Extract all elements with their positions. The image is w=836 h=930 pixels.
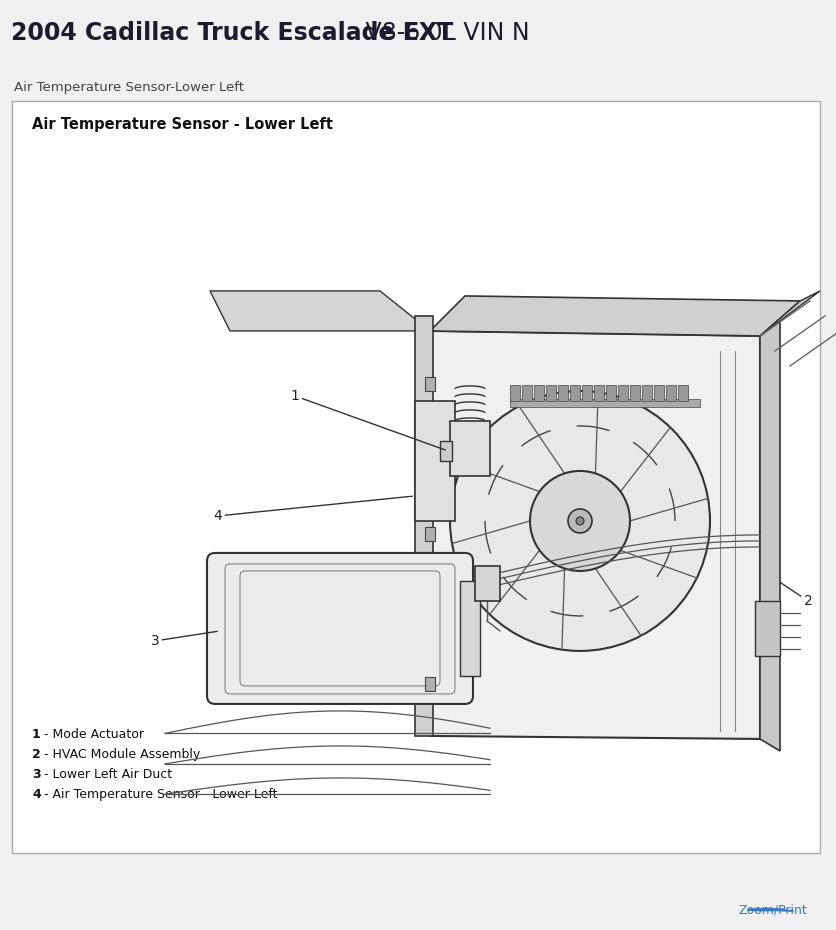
Text: V8-6.0L VIN N: V8-6.0L VIN N (358, 20, 529, 45)
Bar (617, 385, 627, 401)
Bar (653, 385, 663, 401)
Bar (533, 385, 543, 401)
Bar (569, 385, 579, 401)
Polygon shape (430, 296, 799, 336)
Text: Air Temperature Sensor - Lower Left: Air Temperature Sensor - Lower Left (32, 117, 333, 132)
Circle shape (529, 471, 630, 571)
Circle shape (450, 391, 709, 651)
Polygon shape (759, 321, 779, 751)
Text: 3: 3 (32, 768, 41, 781)
Text: Zoom/Print: Zoom/Print (738, 903, 807, 916)
Bar (450, 421, 489, 476)
Bar (509, 399, 699, 407)
Polygon shape (430, 331, 759, 739)
Circle shape (568, 509, 591, 533)
Bar (754, 601, 779, 656)
Text: 4: 4 (32, 789, 41, 802)
Bar (665, 385, 675, 401)
Polygon shape (210, 291, 430, 331)
Bar (545, 385, 555, 401)
Text: - Lower Left Air Duct: - Lower Left Air Duct (44, 768, 172, 781)
Bar (641, 385, 651, 401)
Text: - HVAC Module Assembly: - HVAC Module Assembly (44, 749, 200, 762)
Text: 2004 Cadillac Truck Escalade EXT: 2004 Cadillac Truck Escalade EXT (11, 20, 452, 45)
Bar (460, 581, 479, 676)
Bar (677, 385, 687, 401)
Text: - Mode Actuator: - Mode Actuator (44, 728, 144, 741)
Text: 1: 1 (32, 728, 41, 741)
FancyBboxPatch shape (206, 553, 472, 704)
Text: 2: 2 (32, 749, 41, 762)
Bar (581, 385, 591, 401)
Bar (440, 441, 451, 461)
Text: Air Temperature Sensor-Lower Left: Air Temperature Sensor-Lower Left (14, 81, 244, 94)
Bar (558, 385, 568, 401)
Text: 4: 4 (213, 497, 412, 523)
Bar (415, 316, 432, 736)
Polygon shape (759, 291, 819, 336)
Circle shape (575, 517, 584, 525)
Bar (522, 385, 532, 401)
Bar (594, 385, 604, 401)
Bar (425, 377, 435, 391)
Bar (475, 566, 499, 601)
Bar (509, 385, 519, 401)
Text: 3: 3 (150, 631, 217, 648)
Bar (425, 527, 435, 541)
Text: - Air Temperature Sensor - Lower Left: - Air Temperature Sensor - Lower Left (44, 789, 278, 802)
Bar (425, 677, 435, 691)
Bar (630, 385, 640, 401)
Bar (605, 385, 615, 401)
Bar (415, 401, 455, 521)
Text: 1: 1 (290, 389, 445, 450)
Text: 2: 2 (779, 582, 812, 608)
